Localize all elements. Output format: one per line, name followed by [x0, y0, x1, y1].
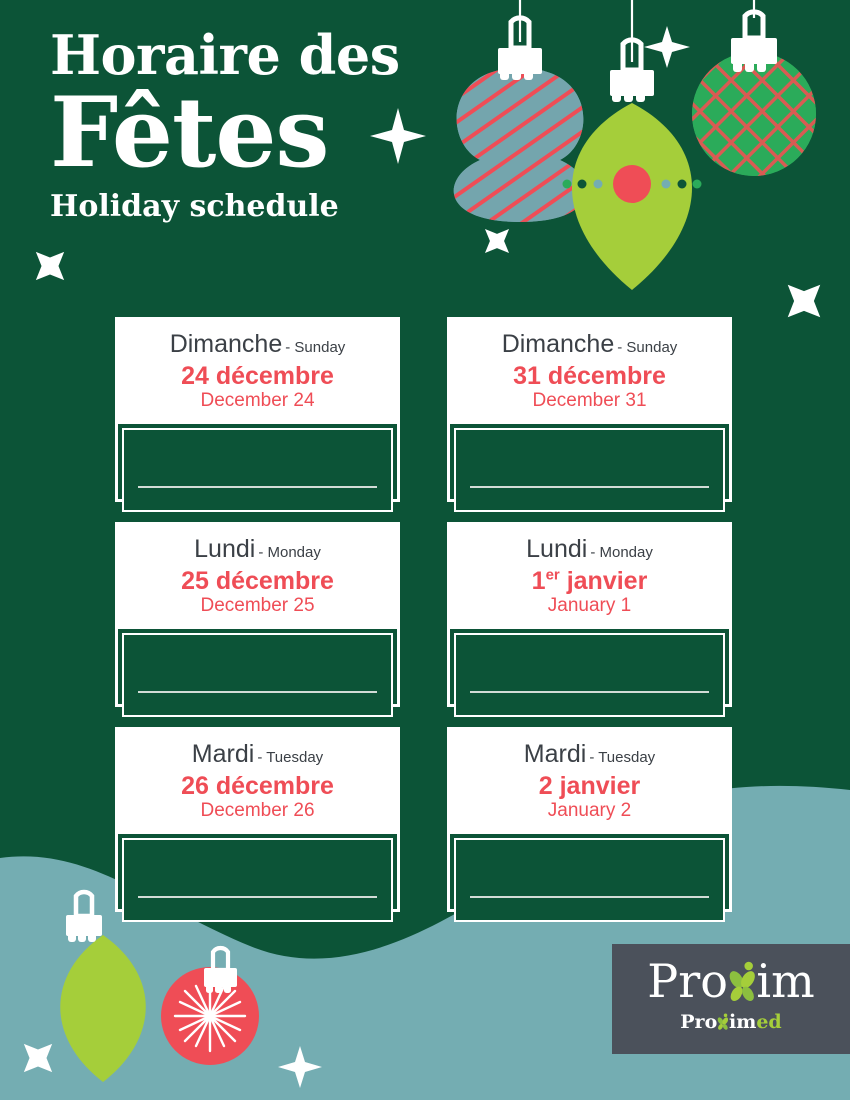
logosub-ed-text: ed: [756, 1010, 782, 1033]
lattice-ball-ornament: [692, 9, 816, 176]
four-point-star-icon: [644, 26, 690, 68]
day-name-en: - Tuesday: [589, 749, 656, 766]
writing-line: [138, 896, 377, 898]
date-fr-month: janvier: [559, 567, 648, 595]
proxim-logo[interactable]: Pro im Pro imed: [612, 944, 850, 1054]
writing-line: [470, 691, 709, 693]
hours-writing-area[interactable]: [122, 428, 393, 512]
proximed-wordmark: Pro imed: [612, 1012, 850, 1032]
logo-wordmark: Pro im: [612, 958, 850, 1004]
subtitle: Holiday schedule: [50, 188, 339, 224]
day-line: Dimanche - Sunday: [124, 332, 391, 357]
striped-onion-ornament: [453, 15, 587, 222]
lime-teardrop-ornament: [562, 37, 702, 290]
day-name-en: - Sunday: [285, 339, 346, 356]
date-fr-text: 2 janvier: [538, 772, 641, 800]
day-name-en: - Monday: [258, 544, 321, 561]
writing-line: [138, 691, 377, 693]
butterfly-x-icon: [728, 958, 757, 1004]
day-name-fr: Lundi: [526, 535, 588, 563]
schedule-card: Dimanche - Sunday 31 décembre December 31: [447, 317, 732, 512]
hours-writing-area[interactable]: [454, 428, 725, 512]
day-line: Lundi - Monday: [456, 537, 723, 562]
schedule-card: Dimanche - Sunday 24 décembre December 24: [115, 317, 400, 512]
schedule-card: Lundi - Monday 1er janvier January 1: [447, 522, 732, 717]
day-name-fr: Mardi: [191, 740, 255, 768]
card-header: Dimanche - Sunday 31 décembre December 31: [450, 320, 729, 424]
day-line: Mardi - Tuesday: [456, 742, 723, 767]
date-en: December 26: [200, 800, 315, 822]
day-name-fr: Dimanche: [169, 330, 283, 358]
logosub-pro-text: Pro: [680, 1010, 718, 1033]
logosub-im-text: im: [729, 1010, 757, 1033]
date-fr: 31 décembre: [456, 363, 723, 389]
day-name-fr: Mardi: [523, 740, 587, 768]
title-line-1: Horaire des: [50, 23, 400, 87]
writing-line: [470, 486, 709, 488]
logo-pro-text: Pro: [647, 954, 728, 1008]
x-sparkle-icon: [484, 228, 510, 254]
x-sparkle-icon: [23, 1043, 53, 1073]
date-en: December 31: [532, 390, 647, 412]
date-fr: 25 décembre: [124, 568, 391, 594]
date-en: December 25: [200, 595, 315, 617]
hours-writing-area[interactable]: [122, 633, 393, 717]
red-starburst-ball-ornament: [161, 945, 259, 1065]
date-fr: 24 décembre: [124, 363, 391, 389]
date-fr-text: 25 décembre: [181, 567, 334, 595]
writing-line: [470, 896, 709, 898]
butterfly-x-icon-small: [717, 1012, 729, 1031]
day-name-en: - Tuesday: [257, 749, 324, 766]
date-fr-text: 31 décembre: [513, 362, 666, 390]
hours-writing-area[interactable]: [454, 838, 725, 922]
day-name-fr: Lundi: [194, 535, 256, 563]
x-sparkle-icon: [35, 251, 65, 281]
day-line: Lundi - Monday: [124, 537, 391, 562]
date-en: January 2: [547, 800, 632, 822]
title-line-2: Fêtes: [50, 76, 329, 189]
date-en: December 24: [200, 390, 315, 412]
writing-line: [138, 486, 377, 488]
card-header: Lundi - Monday 25 décembre December 25: [118, 525, 397, 629]
schedule-card: Mardi - Tuesday 26 décembre December 26: [115, 727, 400, 922]
hours-writing-area[interactable]: [454, 633, 725, 717]
logo-im-text: im: [756, 954, 815, 1008]
card-header: Mardi - Tuesday 26 décembre December 26: [118, 730, 397, 834]
date-fr-number: 1: [531, 567, 546, 595]
x-sparkle-icon: [787, 284, 821, 318]
date-en: January 1: [547, 595, 632, 617]
day-name-fr: Dimanche: [501, 330, 615, 358]
card-header: Mardi - Tuesday 2 janvier January 2: [450, 730, 729, 834]
schedule-card: Mardi - Tuesday 2 janvier January 2: [447, 727, 732, 922]
hours-writing-area[interactable]: [122, 838, 393, 922]
date-fr-text: 26 décembre: [181, 772, 334, 800]
date-fr-text: 24 décembre: [181, 362, 334, 390]
card-header: Lundi - Monday 1er janvier January 1: [450, 525, 729, 629]
day-name-en: - Sunday: [617, 339, 678, 356]
card-header: Dimanche - Sunday 24 décembre December 24: [118, 320, 397, 424]
four-point-star-icon: [278, 1046, 322, 1088]
date-fr: 26 décembre: [124, 773, 391, 799]
date-fr: 1er janvier: [456, 568, 723, 594]
day-line: Mardi - Tuesday: [124, 742, 391, 767]
date-fr: 2 janvier: [456, 773, 723, 799]
day-line: Dimanche - Sunday: [456, 332, 723, 357]
date-fr-ordinal: er: [545, 566, 560, 584]
poster-header: Horaire des Fêtes Holiday schedule: [50, 28, 450, 222]
schedule-card: Lundi - Monday 25 décembre December 25: [115, 522, 400, 717]
day-name-en: - Monday: [590, 544, 653, 561]
